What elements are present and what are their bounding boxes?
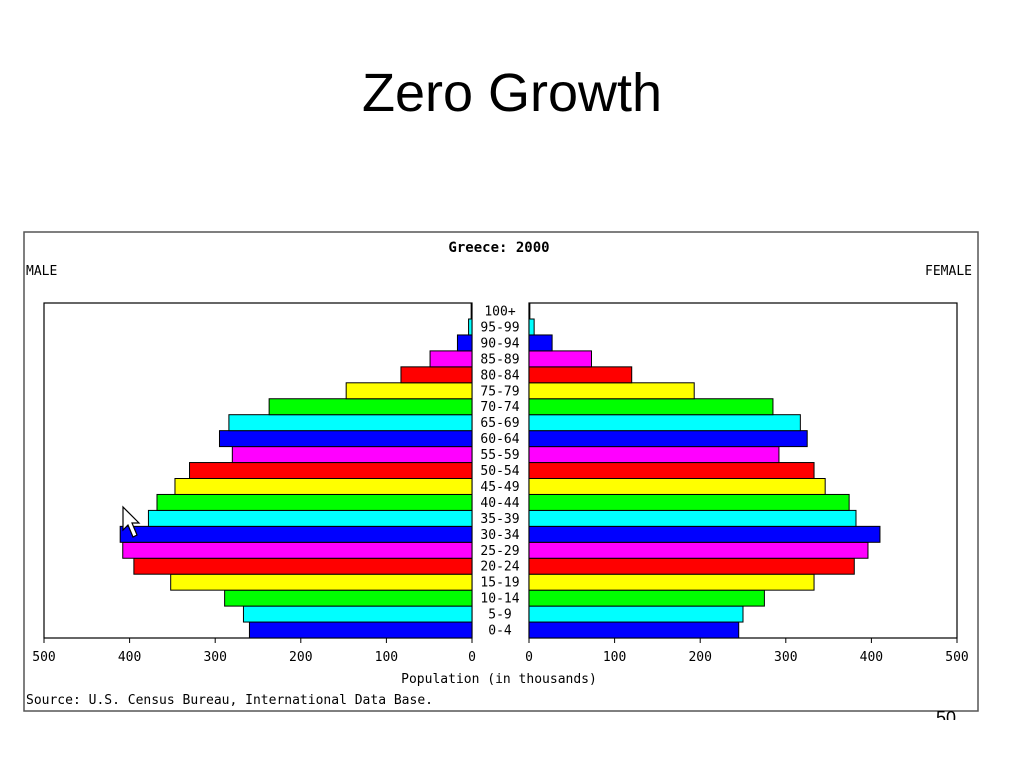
age-label-60-64: 60-64 <box>480 432 519 447</box>
female-bar-60-64 <box>528 430 808 448</box>
male-bar-50-54 <box>189 462 473 479</box>
female-bars <box>528 302 881 639</box>
male-tick-label: 0 <box>468 650 476 665</box>
male-bar-55-59 <box>231 446 473 464</box>
age-label-20-24: 20-24 <box>480 560 519 575</box>
age-label-0-4: 0-4 <box>488 624 512 639</box>
female-bar-30-34 <box>528 525 881 543</box>
chart-frame <box>23 231 979 712</box>
age-label-40-44: 40-44 <box>480 496 519 511</box>
age-label-45-49: 45-49 <box>480 480 519 495</box>
male-bar-40-44 <box>156 493 473 511</box>
male-label: MALE <box>26 264 57 279</box>
age-label-25-29: 25-29 <box>480 544 519 559</box>
female-bar-55-59 <box>528 446 780 464</box>
age-label-50-54: 50-54 <box>480 464 519 479</box>
age-label-55-59: 55-59 <box>480 448 519 463</box>
male-tick-label: 200 <box>289 650 312 665</box>
male-bar-35-39 <box>147 509 473 527</box>
age-label-80-84: 80-84 <box>480 368 519 383</box>
female-bar-70-74 <box>528 398 774 416</box>
mouse-cursor-icon <box>122 505 141 538</box>
female-tick-label: 400 <box>860 650 883 665</box>
female-bar-5-9 <box>528 605 744 623</box>
female-bar-65-69 <box>528 414 801 432</box>
female-bar-0-4 <box>528 621 740 639</box>
male-bar-30-34 <box>119 525 473 543</box>
male-bar-80-84 <box>400 366 473 384</box>
female-bar-45-49 <box>528 478 826 495</box>
male-bar-70-74 <box>268 398 473 416</box>
female-bar-40-44 <box>528 493 850 511</box>
male-bar-10-14 <box>224 589 473 607</box>
female-tick-label: 500 <box>945 650 968 665</box>
female-tick-label: 0 <box>525 650 533 665</box>
x-axis-ticks: 500 400 300 200 100 0 0 100 200 300 400 500 <box>32 638 969 665</box>
female-bar-35-39 <box>528 509 857 527</box>
male-bar-65-69 <box>228 414 473 432</box>
age-label-75-79: 75-79 <box>480 384 519 399</box>
female-bar-95-99 <box>528 318 535 336</box>
female-bar-50-54 <box>528 462 815 479</box>
female-label: FEMALE <box>925 264 972 279</box>
male-bar-5-9 <box>242 605 473 623</box>
female-tick-label: 200 <box>688 650 711 665</box>
age-label-10-14: 10-14 <box>480 592 519 607</box>
female-bar-75-79 <box>528 382 695 400</box>
male-bars <box>119 302 473 639</box>
male-bar-90-94 <box>456 334 473 352</box>
age-label-35-39: 35-39 <box>480 512 519 527</box>
male-bar-85-89 <box>429 350 473 368</box>
male-tick-label: 100 <box>375 650 398 665</box>
male-tick-label: 300 <box>203 650 226 665</box>
age-group-labels: 0-45-910-1415-1920-2425-2930-3435-3940-4… <box>480 305 519 639</box>
age-label-95-99: 95-99 <box>480 320 519 335</box>
age-label-65-69: 65-69 <box>480 416 519 431</box>
female-tick-label: 300 <box>774 650 797 665</box>
female-bar-100+ <box>528 302 531 320</box>
female-bar-25-29 <box>528 541 869 559</box>
male-bar-25-29 <box>122 541 473 559</box>
source-note: Source: U.S. Census Bureau, Internationa… <box>26 693 433 708</box>
female-tick-label: 100 <box>603 650 626 665</box>
male-bar-20-24 <box>133 557 473 575</box>
age-label-85-89: 85-89 <box>480 352 519 367</box>
age-label-5-9: 5-9 <box>488 608 511 623</box>
male-bar-60-64 <box>218 430 473 448</box>
slide-title: Zero Growth <box>361 63 663 123</box>
chart-title: Greece: 2000 <box>448 240 549 256</box>
female-bar-10-14 <box>528 589 765 607</box>
age-label-30-34: 30-34 <box>480 528 519 543</box>
age-label-100+: 100+ <box>484 305 515 320</box>
page-number: 50 <box>936 708 957 720</box>
female-bar-90-94 <box>528 334 553 352</box>
male-tick-label: 400 <box>118 650 141 665</box>
age-label-90-94: 90-94 <box>480 336 519 351</box>
male-bar-0-4 <box>248 621 473 639</box>
male-bar-45-49 <box>174 478 473 495</box>
x-axis-label: Population (in thousands) <box>401 672 597 687</box>
male-bar-15-19 <box>170 573 473 591</box>
age-label-15-19: 15-19 <box>480 576 519 591</box>
age-label-70-74: 70-74 <box>480 400 519 415</box>
female-bar-20-24 <box>528 557 855 575</box>
male-bar-75-79 <box>345 382 473 400</box>
male-bar-95-99 <box>468 318 473 336</box>
male-bar-100+ <box>470 302 473 320</box>
female-bar-15-19 <box>528 573 815 591</box>
female-bar-80-84 <box>528 366 633 384</box>
female-bar-85-89 <box>528 350 592 368</box>
male-tick-label: 500 <box>32 650 55 665</box>
